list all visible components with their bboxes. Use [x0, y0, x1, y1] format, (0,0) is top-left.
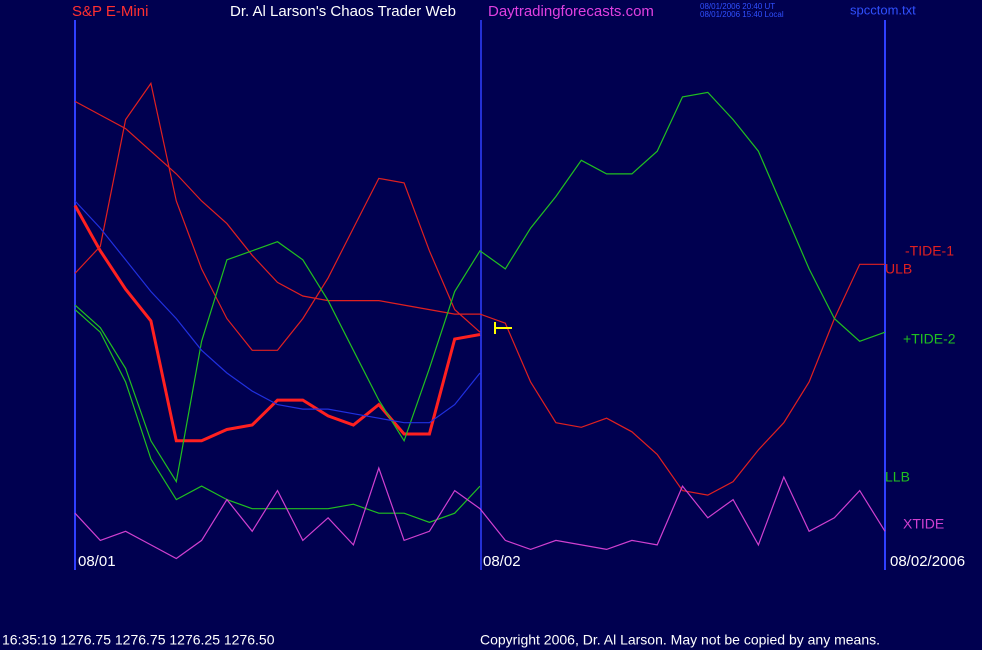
series-line — [74, 200, 481, 424]
legend-entry: XTIDE — [903, 516, 944, 532]
site-name: Dr. Al Larson's Chaos Trader Web — [230, 3, 456, 20]
series-line — [74, 91, 886, 484]
file-name: spcctom.txt — [850, 2, 916, 17]
series-line — [74, 100, 885, 496]
copyright: Copyright 2006, Dr. Al Larson. May not b… — [480, 632, 880, 648]
price-line — [73, 204, 481, 443]
site-url: Daytradingforecasts.com — [488, 3, 654, 20]
series-line — [74, 81, 481, 351]
quote: 16:35:19 1276.75 1276.75 1276.25 1276.50 — [2, 632, 275, 648]
instrument: S&P E-Mini — [72, 3, 148, 20]
date-label: 08/02 — [483, 553, 521, 570]
time-local: 08/01/2006 15:40 Local — [700, 10, 784, 19]
series-line — [74, 466, 886, 560]
legend-entry: -TIDE-1 — [905, 243, 954, 259]
legend-entry: LLB — [885, 469, 910, 485]
date-label: 08/02/2006 — [890, 553, 965, 570]
time-ut: 08/01/2006 20:40 UT — [700, 2, 775, 11]
legend-entry: ULB — [885, 261, 912, 277]
axis-labels: -TIDE-1 ULB +TIDE-2 LLB XTIDE — [885, 243, 956, 532]
series-line — [74, 309, 481, 523]
date-label: 08/01 — [78, 553, 116, 570]
forecast-marker — [494, 322, 512, 334]
series-lines — [73, 81, 886, 560]
legend-entry: +TIDE-2 — [903, 331, 956, 347]
